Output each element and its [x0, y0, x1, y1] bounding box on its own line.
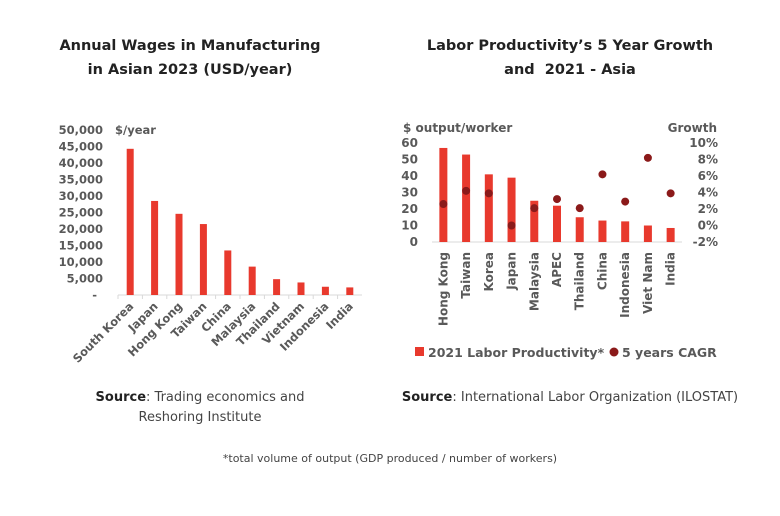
- left-title-line1: Annual Wages in Manufacturing: [59, 38, 321, 54]
- left-chart-title: Annual Wages in Manufacturing in Asian 2…: [30, 34, 350, 82]
- right-x-label: Indonesia: [618, 252, 632, 318]
- left-y-label: $/year: [115, 123, 156, 137]
- left-bar: [346, 287, 354, 295]
- right-y2-tick: 10%: [689, 136, 718, 150]
- left-source-text: : Trading economics and: [146, 390, 305, 405]
- right-bar: [530, 200, 539, 242]
- cagr-dot: [439, 200, 448, 209]
- cagr-dot: [621, 197, 630, 206]
- right-y-tick: 10: [401, 219, 418, 233]
- right-y-tick: 40: [401, 169, 418, 183]
- left-y-tick: 45,000: [59, 140, 103, 154]
- right-x-label: Korea: [482, 252, 496, 292]
- right-source: Source: International Labor Organization…: [380, 388, 760, 408]
- cagr-dot: [553, 195, 561, 204]
- left-y-tick: 25,000: [59, 206, 103, 220]
- left-y-tick: 30,000: [59, 189, 103, 203]
- right-y2-tick: 6%: [698, 169, 718, 183]
- left-bar: [151, 200, 159, 295]
- cagr-dot: [530, 204, 539, 213]
- right-x-label: Malaysia: [527, 252, 541, 311]
- right-x-label: APEC: [550, 252, 564, 287]
- left-title-line2: in Asian 2023 (USD/year): [87, 62, 293, 78]
- legend-bar-label: 2021 Labor Productivity*: [428, 345, 605, 360]
- right-chart-title: Labor Productivity’s 5 Year Growth and 2…: [400, 34, 740, 82]
- right-bar: [666, 227, 675, 242]
- left-bar: [175, 213, 183, 295]
- left-y-tick: 50,000: [59, 123, 103, 137]
- left-source: Source: Trading economics and Reshoring …: [50, 388, 350, 428]
- left-bar: [248, 266, 256, 295]
- right-x-label: Japan: [505, 252, 519, 291]
- right-x-label: Hong Kong: [436, 252, 450, 326]
- left-y-tick: -: [92, 288, 97, 302]
- left-y-tick: 10,000: [59, 255, 103, 269]
- left-y-tick: 20,000: [59, 222, 103, 236]
- left-y-tick: 40,000: [59, 156, 103, 170]
- right-y-tick: 20: [401, 202, 418, 216]
- right-y-label: $ output/worker: [403, 121, 512, 135]
- right-x-label: India: [664, 252, 678, 286]
- left-x-label: South Korea: [70, 299, 136, 365]
- left-source-label: Source: [95, 390, 147, 405]
- footnote: *total volume of output (GDP produced / …: [222, 452, 558, 465]
- right-y2-label: Growth: [668, 121, 717, 135]
- left-bar: [199, 224, 207, 295]
- right-bar: [575, 217, 584, 242]
- right-y-tick: 0: [410, 235, 418, 249]
- left-y-tick: 35,000: [59, 173, 103, 187]
- cagr-dot: [643, 153, 652, 162]
- right-bar: [439, 147, 448, 242]
- right-x-label: Taiwan: [459, 252, 473, 299]
- right-y-tick: 60: [401, 136, 418, 150]
- right-x-label: Viet Nam: [641, 252, 655, 314]
- right-y2-tick: 2%: [698, 202, 718, 216]
- right-y2-tick: 4%: [698, 186, 718, 200]
- right-bar: [621, 221, 630, 242]
- left-bar: [273, 279, 281, 295]
- left-x-label: India: [323, 299, 356, 332]
- right-bar: [484, 174, 493, 242]
- left-bar: [297, 282, 305, 295]
- right-y-tick: 30: [401, 186, 418, 200]
- legend-dot-label: 5 years CAGR: [622, 345, 717, 360]
- left-y-tick: 15,000: [59, 239, 103, 253]
- left-bar: [126, 148, 134, 295]
- right-title-line1: Labor Productivity’s 5 Year Growth: [426, 38, 714, 54]
- right-bar: [553, 205, 561, 242]
- left-y-tick: 5,000: [67, 272, 103, 286]
- right-y-tick: 50: [401, 153, 418, 167]
- right-y2-tick: -2%: [693, 235, 718, 249]
- cagr-dot: [507, 221, 516, 230]
- legend-bar-swatch: [415, 347, 424, 356]
- right-title-line2: and 2021 - Asia: [504, 62, 636, 78]
- left-bar: [224, 250, 232, 295]
- cagr-dot: [462, 186, 471, 195]
- left-bar: [321, 286, 329, 295]
- right-y2-tick: 0%: [698, 219, 718, 233]
- right-bar: [598, 220, 607, 242]
- right-y2-tick: 8%: [698, 153, 718, 167]
- cagr-dot: [484, 189, 493, 198]
- cagr-dot: [598, 170, 607, 179]
- right-source-text: : International Labor Organization (ILOS…: [452, 390, 739, 405]
- right-bar: [507, 177, 516, 242]
- left-source-text2: Reshoring Institute: [138, 410, 262, 425]
- right-bar: [462, 154, 471, 242]
- right-x-label: China: [595, 252, 609, 290]
- right-bar: [643, 225, 652, 242]
- cagr-dot: [666, 189, 675, 198]
- right-x-label: Thailand: [573, 252, 587, 310]
- right-source-label: Source: [401, 390, 453, 405]
- legend-dot-swatch: [609, 347, 619, 357]
- cagr-dot: [575, 204, 584, 213]
